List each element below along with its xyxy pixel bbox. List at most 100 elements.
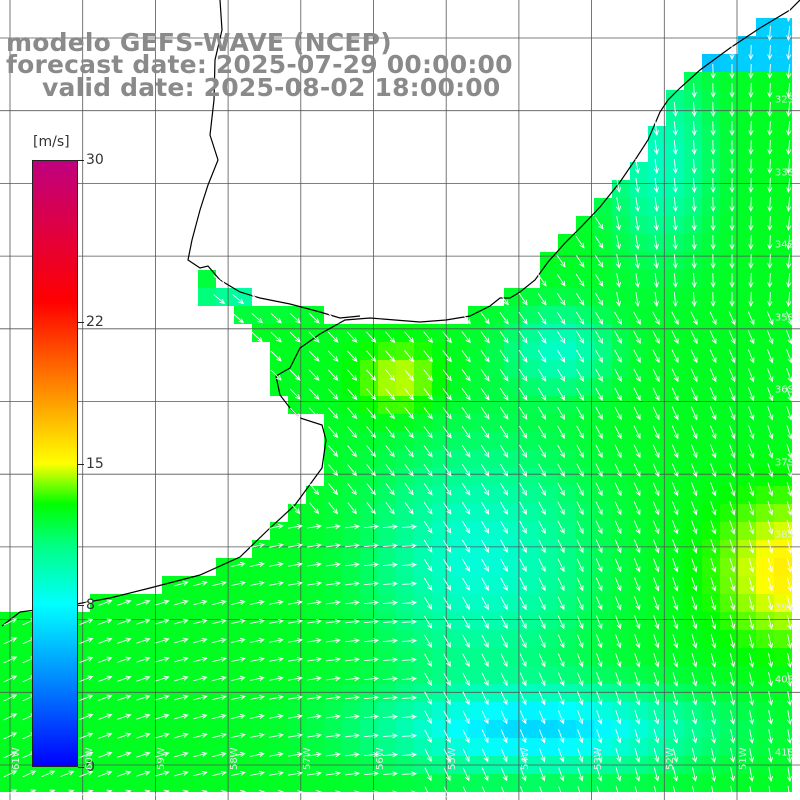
wind-cell [288,648,306,666]
lon-label: 54W [519,747,531,770]
wind-arrow [615,235,622,250]
lon-label: 59W [156,747,168,770]
wind-arrow [79,675,94,682]
wind-arrow [326,752,341,758]
wind-cell [648,180,666,198]
wind-arrow [347,502,357,515]
wind-arrow [729,520,736,535]
wind-arrow [270,350,282,362]
wind-arrow [691,634,698,649]
wind-cell [684,558,702,576]
wind-cell [630,576,648,594]
wind-arrow [652,368,660,383]
wind-cell [324,720,342,738]
wind-arrow [481,634,489,649]
wind-cell [630,702,648,720]
wind-cell [774,432,792,450]
wind-arrow [767,520,774,535]
wind-cell [234,684,252,702]
wind-arrow [596,767,603,782]
wind-arrow [691,482,698,497]
wind-cell [342,630,360,648]
wind-cell [558,270,576,288]
wind-cell [630,306,648,324]
wind-cell [666,306,684,324]
wind-cell [198,270,216,288]
wind-arrow [538,558,546,573]
wind-cell [594,414,612,432]
wind-arrow [729,463,736,478]
wind-cell [720,126,738,144]
wind-cell [468,396,486,414]
wind-cell [216,738,234,756]
wind-arrow [424,615,433,629]
wind-arrow [231,789,246,795]
wind-cell [450,450,468,468]
wind-arrow [767,349,774,364]
wind-arrow [729,577,736,592]
wind-cell [342,738,360,756]
wind-arrow [462,729,470,744]
wind-cell [486,486,504,504]
wind-arrow [308,350,320,362]
wind-arrow [729,101,735,118]
wind-arrow [557,539,565,554]
wind-arrow [385,350,396,363]
wind-arrow [212,770,227,777]
wind-arrow [385,483,395,496]
wind-arrow [710,539,717,554]
wind-cell [306,612,324,630]
wind-cell [414,576,432,594]
wind-arrow [595,539,603,554]
wind-cell [306,378,324,396]
wind-cell [630,540,648,558]
wind-arrow [537,311,547,325]
wind-arrow [193,656,208,663]
wind-cell [558,324,576,342]
wind-arrow [326,657,341,663]
wind-cell [630,558,648,576]
wind-arrow [691,615,698,630]
wind-arrow [615,254,622,269]
wind-cell [432,702,450,720]
wind-arrow [786,253,792,269]
wind-arrow [401,581,418,587]
wind-arrow [691,539,698,554]
wind-cell [216,702,234,720]
wind-arrow [344,638,360,644]
wind-arrow [672,710,679,725]
wind-arrow [290,502,301,515]
wind-cell [144,738,162,756]
wind-arrow [653,615,660,630]
wind-cell [270,738,288,756]
wind-arrow [595,368,603,383]
wind-arrow [728,311,736,326]
wind-arrow [730,729,736,744]
wind-cell [558,702,576,720]
wind-cell [378,360,396,378]
wind-cell [522,774,540,792]
wind-arrow [442,520,452,534]
wind-cell [450,342,468,360]
wind-arrow [155,675,170,682]
wind-cell [702,378,720,396]
wind-arrow [461,482,471,496]
wind-arrow [480,425,490,439]
wind-arrow [327,331,339,343]
wind-cell [396,378,414,396]
wind-cell [468,504,486,522]
wind-arrow [767,767,773,782]
wind-cell [162,576,180,594]
wind-arrow [289,331,301,343]
wind-cell [504,702,522,720]
wind-cell [342,540,360,558]
wind-arrow [710,634,717,649]
wind-cell [450,702,468,720]
wind-cell [702,90,720,108]
wind-arrow [344,562,360,568]
lat-label: 40S [774,674,794,686]
wind-arrow [653,253,659,269]
wind-cell [18,720,36,738]
wind-cell [270,684,288,702]
